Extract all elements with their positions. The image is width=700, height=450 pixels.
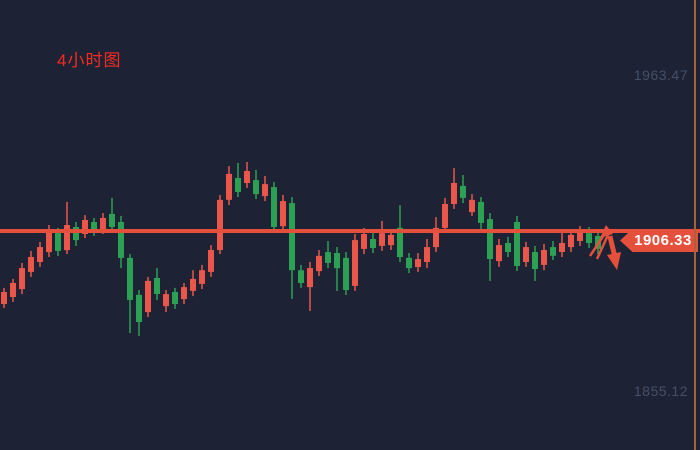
candle-body: [496, 245, 502, 262]
candle-body: [568, 234, 574, 248]
candle-body: [64, 225, 70, 251]
candle-body: [136, 294, 142, 322]
candle-body: [55, 233, 61, 251]
candle-body: [559, 243, 565, 252]
candle-body: [46, 229, 52, 253]
chart-title: 4小时图: [57, 51, 122, 70]
candle-body: [37, 247, 43, 262]
candle-body: [424, 247, 430, 262]
candle-body: [19, 268, 25, 290]
candle-body: [244, 171, 250, 183]
candle-body: [289, 203, 295, 271]
candle-body: [109, 213, 115, 227]
candle-body: [262, 184, 268, 197]
price-tag-value: 1906.33: [634, 232, 692, 249]
candle-body: [280, 201, 286, 227]
candle-body: [460, 185, 466, 198]
candle-body: [397, 227, 403, 258]
candle-body: [469, 199, 475, 213]
candle-body: [433, 227, 439, 248]
candle-body: [145, 280, 151, 313]
candle-body: [343, 257, 349, 290]
candles-layer: [1, 162, 601, 336]
candle-body: [334, 253, 340, 269]
candle-body: [1, 292, 7, 304]
candle-body: [217, 199, 223, 250]
candle-body: [91, 222, 97, 232]
candle-body: [388, 234, 394, 246]
window-right-border: [694, 0, 696, 450]
y-axis-label-top: 1963.47: [633, 67, 688, 83]
candle-body: [379, 233, 385, 246]
candle-body: [82, 220, 88, 234]
candle-body: [550, 247, 556, 256]
candle-body: [523, 247, 529, 262]
price-tag: 1906.33: [620, 229, 698, 252]
candle-body: [451, 183, 457, 204]
candle-body: [271, 187, 277, 227]
candle-body: [208, 250, 214, 272]
candle-body: [73, 227, 79, 241]
candle-body: [505, 243, 511, 252]
candle-body: [478, 201, 484, 223]
candle-body: [415, 259, 421, 267]
candle-body: [532, 252, 538, 269]
candle-body: [10, 283, 16, 297]
candle-body: [586, 233, 592, 243]
candle-body: [199, 270, 205, 284]
candle-body: [226, 173, 232, 200]
candle-body: [172, 292, 178, 304]
candle-body: [100, 218, 106, 230]
candle-body: [514, 222, 520, 266]
candle-body: [370, 239, 376, 248]
candle-body: [190, 278, 196, 291]
candle-body: [361, 234, 367, 249]
candle-body: [235, 178, 241, 192]
down-arrow-annotation[interactable]: [588, 225, 621, 270]
candle-body: [352, 240, 358, 286]
candle-body: [442, 204, 448, 228]
candle-body: [154, 278, 160, 294]
candle-body: [577, 231, 583, 241]
candle-body: [316, 255, 322, 272]
candle-body: [181, 287, 187, 300]
candle-body: [127, 257, 133, 300]
candle-body: [118, 222, 124, 258]
candle-body: [163, 294, 169, 307]
candle-body: [541, 250, 547, 265]
y-axis-label-bottom: 1855.12: [633, 383, 688, 399]
candle-body: [406, 257, 412, 269]
candle-body: [325, 252, 331, 263]
candle-body: [253, 180, 259, 195]
candle-body: [28, 257, 34, 272]
candle-body: [298, 270, 304, 283]
candle-body: [487, 219, 493, 259]
candle-body: [307, 268, 313, 288]
